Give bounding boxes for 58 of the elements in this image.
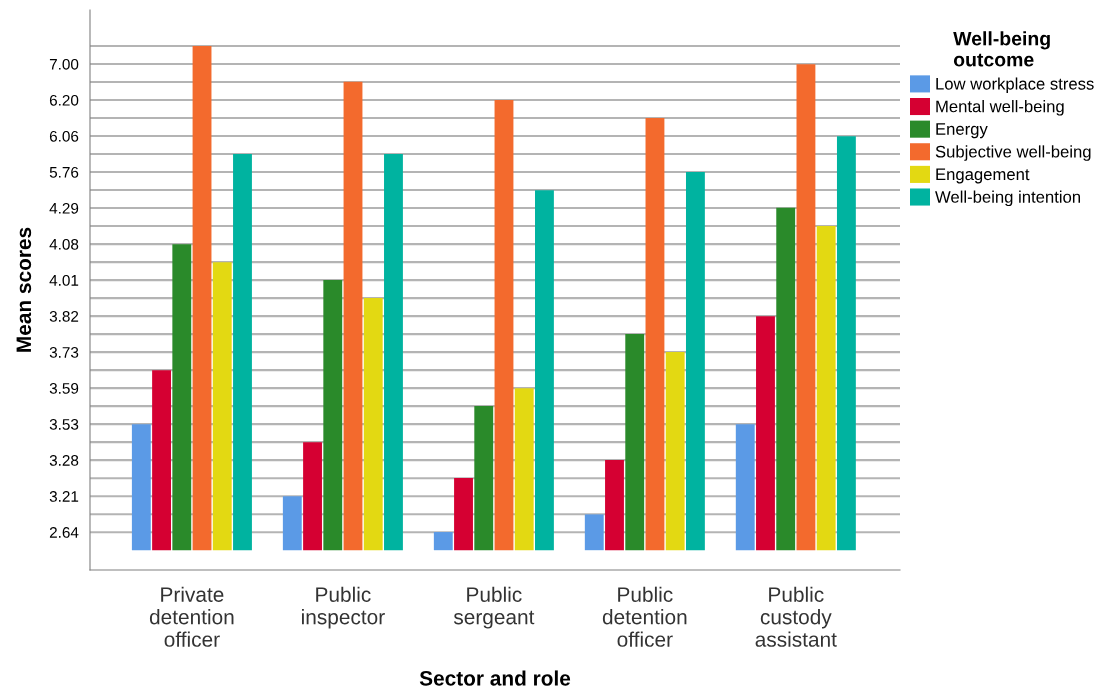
- bar: [494, 99, 514, 551]
- bar: [192, 46, 212, 551]
- bar: [796, 64, 816, 551]
- bar: [343, 81, 363, 551]
- category-label: 3.59: [49, 383, 79, 394]
- category-label: 5.76: [49, 166, 79, 178]
- category-label: 2.64: [49, 527, 79, 538]
- category-label: 7.00: [49, 58, 79, 70]
- x-tick-label: Private detention officer: [149, 586, 234, 647]
- x-tick-label: Public detention officer: [602, 586, 687, 647]
- bar: [756, 316, 775, 551]
- x-tick-label: Public inspector: [302, 586, 385, 629]
- bar: [625, 333, 645, 551]
- bar: [384, 153, 403, 551]
- legend-label: Energy: [936, 123, 988, 139]
- bar: [514, 388, 534, 551]
- category-label: 6.20: [49, 94, 79, 106]
- bar: [131, 424, 151, 551]
- x-axis-title: Sector and role: [419, 670, 571, 686]
- legend-label: Mental well-being: [936, 100, 1064, 116]
- category-label: 4.01: [49, 274, 79, 286]
- x-tick-label: Public custody assistant: [755, 586, 837, 647]
- category-label: 3.73: [49, 346, 79, 358]
- legend-label: Subjective well-being: [935, 145, 1091, 161]
- bar: [816, 226, 836, 551]
- bar: [363, 298, 383, 551]
- bar: [323, 279, 343, 551]
- bar: [645, 118, 665, 551]
- category-label: 3.28: [49, 455, 79, 466]
- bar: [282, 496, 302, 551]
- bar: [233, 153, 252, 551]
- legend-title: Well-being outcome: [953, 31, 1050, 67]
- bar: [454, 478, 473, 551]
- y-axis-title: Mean scores: [16, 227, 32, 352]
- bar: [836, 136, 856, 551]
- category-label: 3.82: [49, 310, 79, 322]
- bar: [433, 532, 453, 551]
- category-label: 3.21: [49, 491, 79, 502]
- bar: [535, 190, 554, 551]
- bar: [474, 406, 494, 551]
- legend-label: Engagement: [936, 168, 1030, 184]
- bar: [303, 442, 322, 551]
- x-tick-label: Public sergeant: [453, 586, 535, 629]
- category-label: 6.06: [49, 130, 79, 142]
- legend-label: Well-being intention: [935, 190, 1081, 207]
- category-label: 4.29: [49, 202, 79, 214]
- bar: [212, 262, 232, 551]
- bar: [776, 207, 796, 551]
- category-label: 3.53: [49, 419, 79, 430]
- bar: [685, 172, 705, 551]
- legend-label: Low workplace stress: [936, 77, 1094, 93]
- category-label: 4.08: [49, 238, 79, 250]
- bar: [665, 352, 685, 551]
- bar: [584, 514, 604, 551]
- bar: [605, 459, 624, 551]
- bar: [152, 370, 171, 551]
- bar: [735, 424, 755, 551]
- bar: [172, 244, 192, 551]
